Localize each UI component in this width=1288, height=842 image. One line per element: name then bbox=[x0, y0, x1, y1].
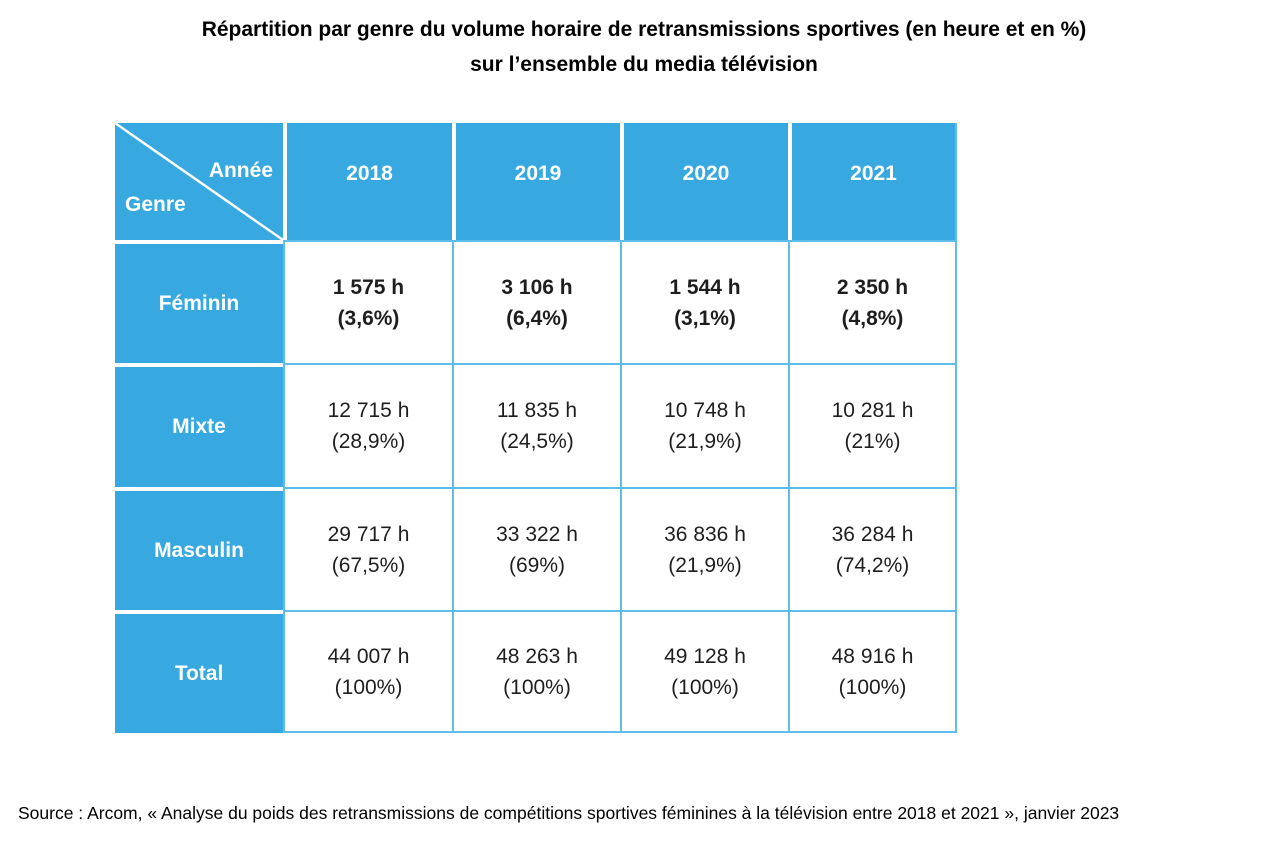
cell-percent: (74,2%) bbox=[835, 553, 910, 577]
cell-percent: (100%) bbox=[838, 675, 907, 699]
corner-label-annee: Année bbox=[208, 159, 273, 182]
cell-percent: (3,6%) bbox=[337, 306, 400, 330]
table-cell-mixte-2021: 10 281 h (21%) bbox=[788, 363, 957, 487]
table-cell-feminin-2021: 2 350 h (4,8%) bbox=[788, 240, 957, 363]
column-header-2019: 2019 bbox=[456, 123, 620, 240]
cell-hours: 48 263 h bbox=[496, 644, 578, 668]
table-cell-mixte-2020: 10 748 h (21,9%) bbox=[620, 363, 788, 487]
table-cell-total-2019: 48 263 h (100%) bbox=[452, 610, 620, 733]
cell-hours: 3 106 h bbox=[501, 275, 573, 299]
cell-percent: (24,5%) bbox=[500, 430, 574, 453]
cell-hours: 48 916 h bbox=[831, 644, 914, 668]
cell-hours: 49 128 h bbox=[664, 644, 746, 668]
cell-percent: (100%) bbox=[334, 675, 403, 699]
cell-percent: (69%) bbox=[508, 553, 566, 577]
source-note: Source : Arcom, « Analyse du poids des r… bbox=[18, 803, 1120, 823]
column-header-2020: 2020 bbox=[624, 123, 788, 240]
column-header-2018: 2018 bbox=[287, 123, 452, 240]
cell-percent: (21,9%) bbox=[668, 430, 742, 453]
cell-hours: 1 575 h bbox=[332, 275, 405, 299]
row-header-masculin: Masculin bbox=[115, 491, 283, 610]
cell-percent: (100%) bbox=[671, 675, 739, 699]
table-cell-total-2021: 48 916 h (100%) bbox=[788, 610, 957, 733]
table-cell-masculin-2018: 29 717 h (67,5%) bbox=[283, 487, 452, 610]
cell-hours: 10 281 h bbox=[831, 399, 914, 422]
page-title-line2: sur l’ensemble du media télévision bbox=[470, 53, 818, 76]
cell-percent: (100%) bbox=[503, 675, 571, 699]
diagonal-line bbox=[115, 123, 283, 240]
table-cell-feminin-2018: 1 575 h (3,6%) bbox=[283, 240, 452, 363]
table-cell-feminin-2020: 1 544 h (3,1%) bbox=[620, 240, 788, 363]
table-cell-masculin-2019: 33 322 h (69%) bbox=[452, 487, 620, 610]
cell-percent: (21%) bbox=[844, 430, 901, 453]
cell-hours: 1 544 h bbox=[669, 275, 741, 299]
cell-percent: (21,9%) bbox=[668, 553, 742, 577]
cell-hours: 12 715 h bbox=[327, 399, 410, 422]
table-cell-total-2020: 49 128 h (100%) bbox=[620, 610, 788, 733]
table-cell-total-2018: 44 007 h (100%) bbox=[283, 610, 452, 733]
cell-percent: (4,8%) bbox=[841, 306, 904, 330]
cell-hours: 44 007 h bbox=[327, 644, 410, 668]
cell-percent: (28,9%) bbox=[331, 430, 406, 453]
cell-hours: 29 717 h bbox=[327, 522, 410, 546]
corner-label-genre: Genre bbox=[125, 193, 186, 216]
cell-hours: 11 835 h bbox=[496, 399, 578, 422]
cell-hours: 10 748 h bbox=[664, 399, 746, 422]
page-title: Répartition par genre du volume horaire … bbox=[0, 0, 1288, 82]
row-header-total: Total bbox=[115, 614, 283, 733]
cell-percent: (3,1%) bbox=[674, 306, 736, 330]
table-cell-mixte-2019: 11 835 h (24,5%) bbox=[452, 363, 620, 487]
table-cell-mixte-2018: 12 715 h (28,9%) bbox=[283, 363, 452, 487]
row-header-mixte: Mixte bbox=[115, 367, 283, 487]
page-title-line1: Répartition par genre du volume horaire … bbox=[201, 18, 1087, 41]
cell-hours: 36 836 h bbox=[664, 522, 746, 546]
cell-hours: 36 284 h bbox=[831, 522, 914, 546]
cell-percent: (6,4%) bbox=[506, 306, 568, 330]
cell-hours: 33 322 h bbox=[496, 522, 578, 546]
row-header-feminin: Féminin bbox=[115, 244, 283, 363]
column-header-2021: 2021 bbox=[792, 123, 957, 240]
table-cell-masculin-2021: 36 284 h (74,2%) bbox=[788, 487, 957, 610]
data-table: Année Genre 2018 2019 2020 2021 Féminin … bbox=[115, 123, 957, 733]
corner-header-cell: Année Genre bbox=[115, 123, 283, 240]
cell-percent: (67,5%) bbox=[331, 553, 406, 577]
table-cell-feminin-2019: 3 106 h (6,4%) bbox=[452, 240, 620, 363]
table-cell-masculin-2020: 36 836 h (21,9%) bbox=[620, 487, 788, 610]
cell-hours: 2 350 h bbox=[836, 275, 909, 299]
